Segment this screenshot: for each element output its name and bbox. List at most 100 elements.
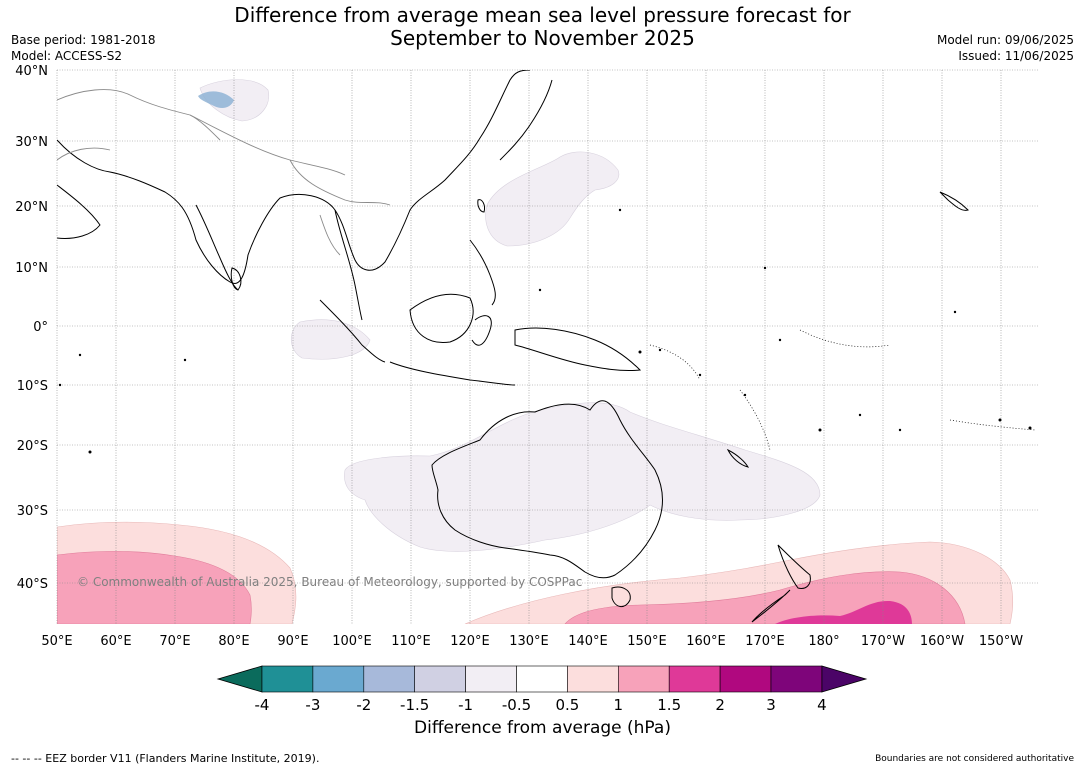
colorbar-bin [363, 665, 415, 693]
lon-label: 110°E [391, 634, 431, 649]
colorbar-label: Difference from average (hPa) [414, 718, 671, 738]
lat-label: 30°N [15, 135, 48, 150]
coast-java [389, 361, 516, 386]
coast-new-zealand-south [751, 589, 791, 623]
anomaly-region-tibet [199, 79, 270, 122]
colorbar-tick-label: -1 [458, 696, 473, 714]
colorbar: -4 -3 -2 -1.5 -1 -0.5 0.5 1 1.5 2 3 4 [216, 665, 868, 714]
coast-indochina [334, 209, 363, 321]
boundaries-disclaimer: Boundaries are not considered authoritat… [875, 754, 1074, 764]
eez-pacific-2 [799, 329, 891, 348]
colorbar-bin [719, 665, 772, 693]
eez-footnote: -- -- -- EEZ border V11 (Flanders Marine… [11, 752, 320, 765]
coast-arabia [57, 184, 101, 239]
anomaly-region-sw-medium [57, 551, 252, 624]
coast-hawaii [939, 191, 969, 211]
lon-label: 160°W [920, 634, 964, 649]
colorbar-tick-label: 1.5 [657, 696, 681, 714]
coast-borneo [409, 293, 474, 344]
lon-label: 100°E [332, 634, 372, 649]
lon-label: 130°E [509, 634, 549, 649]
lon-label: 60°E [100, 634, 131, 649]
colorbar-bin [414, 665, 466, 693]
coast-taiwan [477, 199, 485, 213]
country-borders [57, 89, 391, 256]
border-china-se-asia [289, 159, 391, 206]
coast-asia [57, 70, 531, 284]
colorbar-tick-label: 4 [817, 696, 827, 714]
coast-sulawesi [471, 315, 492, 346]
lat-label: 30°S [17, 504, 48, 519]
colorbar-tick-label: 1 [614, 696, 624, 714]
colorbar-bin [668, 665, 721, 693]
title-line-2: September to November 2025 [390, 26, 695, 50]
model-run-text: Model run: 09/06/2025 [936, 33, 1074, 47]
coast-sumatra [319, 299, 386, 363]
model-text: Model: ACCESS-S2 [11, 49, 123, 63]
colorbar-tick-label: 2 [715, 696, 725, 714]
colorbar-bin [617, 665, 670, 693]
lon-label: 80°E [218, 634, 249, 649]
lon-label: 150°W [979, 634, 1023, 649]
coast-japan [499, 79, 553, 161]
colorbar-bin [261, 665, 314, 693]
base-period-text: Base period: 1981-2018 [11, 33, 156, 47]
coast-tasmania [611, 586, 631, 607]
island-markers [58, 208, 1032, 454]
lat-label: 20°S [17, 439, 48, 454]
lon-label: 170°W [861, 634, 905, 649]
lon-label: 150°E [627, 634, 667, 649]
lon-label: 170°E [745, 634, 785, 649]
lon-label: 70°E [159, 634, 190, 649]
colorbar-extend-min [216, 665, 263, 693]
colorbar-tick-label: 0.5 [555, 696, 579, 714]
lat-label: 10°N [15, 261, 48, 276]
border-central-asia [57, 89, 221, 141]
longitude-labels: 50°E 60°E 70°E 80°E 90°E 100°E 110°E 120°E 130°E… [41, 634, 1023, 649]
lat-label: 0° [33, 320, 48, 335]
meta-right: Model run: 09/06/2025 Issued: 11/06/2025 [937, 32, 1074, 64]
anomaly-region-west-pacific [485, 151, 620, 247]
lat-label: 40°S [17, 577, 48, 592]
colorbar-bin [465, 665, 517, 693]
anomaly-region-se-strong [775, 600, 912, 624]
lat-label: 20°N [15, 200, 48, 215]
lat-label: 10°S [17, 379, 48, 394]
copyright-text: © Commonwealth of Australia 2025, Bureau… [77, 575, 582, 589]
coast-sri-lanka [230, 267, 242, 291]
colorbar-tick-label: -0.5 [502, 696, 531, 714]
colorbar-tick-label: -2 [356, 696, 371, 714]
lon-label: 160°E [686, 634, 726, 649]
coast-philippines [469, 239, 496, 306]
coastlines [57, 70, 969, 623]
coast-new-guinea [514, 327, 642, 371]
chart-title: Difference from average mean sea level p… [0, 4, 1085, 50]
colorbar-tick-label: -1.5 [400, 696, 429, 714]
pressure-anomaly-fills [57, 79, 1014, 624]
coast-new-caledonia [726, 448, 750, 468]
coast-new-zealand-north [777, 544, 811, 589]
issued-text: Issued: 11/06/2025 [958, 49, 1074, 63]
border-myanmar-thailand [319, 214, 341, 256]
colorbar-tick-label: -4 [255, 696, 270, 714]
lon-label: 120°E [450, 634, 490, 649]
colorbar-extend-max [821, 665, 868, 693]
latitude-labels: 40°N 30°N 20°N 10°N 0° 10°S 20°S 30°S 40°S [15, 64, 48, 592]
coast-australia [431, 400, 663, 579]
anomaly-region-negative-blue [198, 91, 234, 108]
lon-label: 50°E [41, 634, 72, 649]
meta-left: Base period: 1981-2018 Model: ACCESS-S2 [11, 32, 156, 64]
title-line-1: Difference from average mean sea level p… [234, 3, 851, 27]
lon-label: 90°E [277, 634, 308, 649]
lat-label: 40°N [15, 64, 48, 79]
colorbar-bin [516, 665, 568, 693]
graticule [56, 69, 1038, 624]
colorbar-tick-label: -3 [305, 696, 320, 714]
colorbar-bin [567, 665, 619, 693]
border-himalaya [189, 114, 346, 176]
colorbar-bin [312, 665, 365, 693]
anomaly-region-australia [344, 402, 821, 552]
lon-label: 180° [808, 634, 839, 649]
border-iran [57, 147, 111, 161]
